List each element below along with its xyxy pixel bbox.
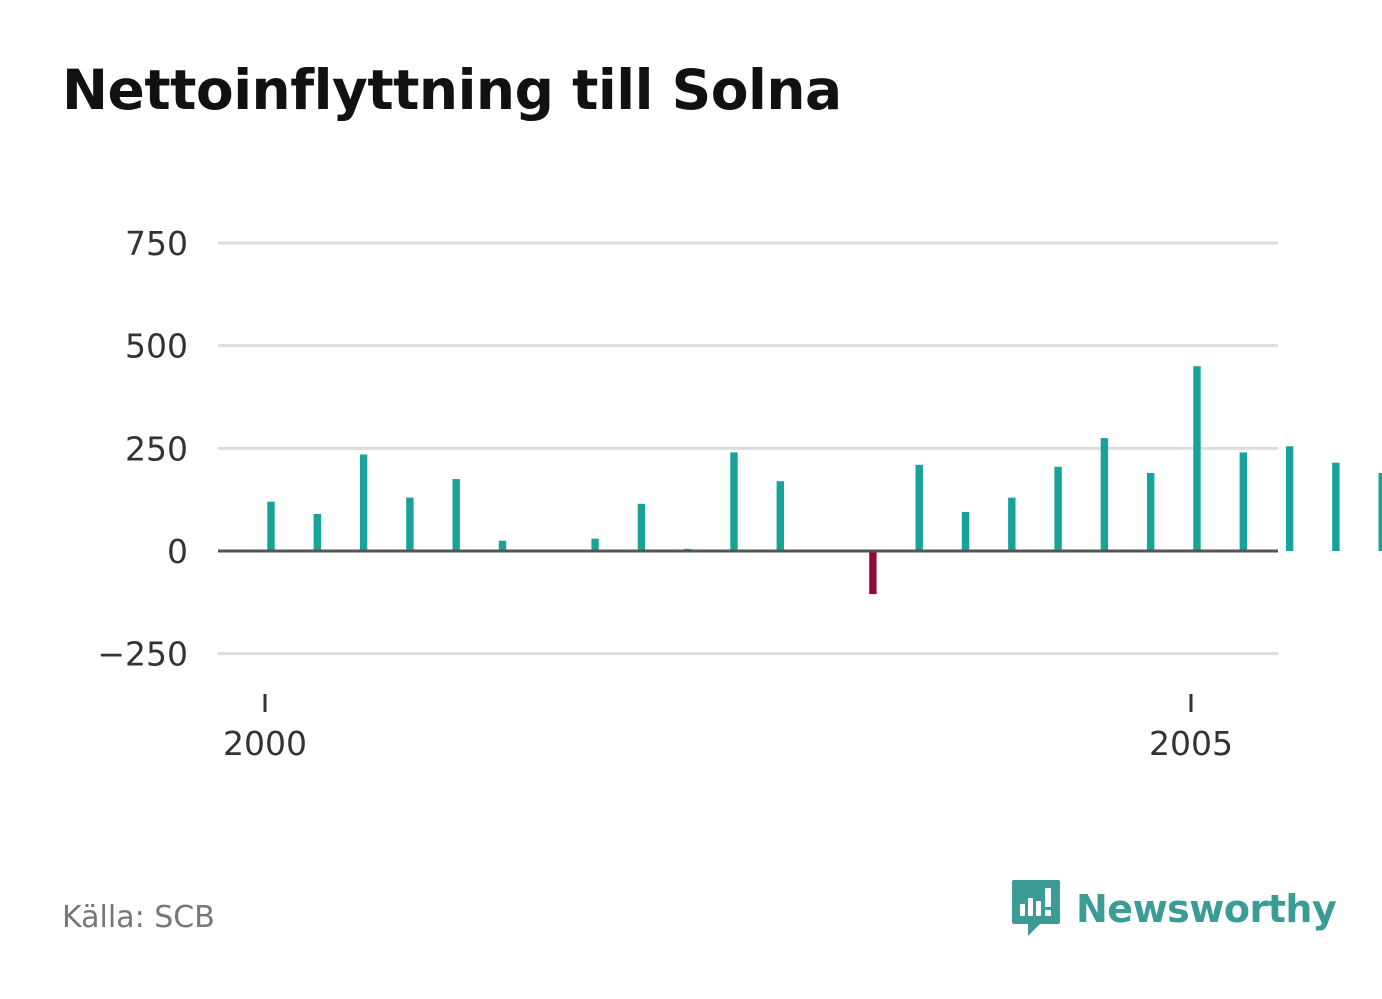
bar xyxy=(1239,452,1247,551)
chart-title: Nettoinflyttning till Solna xyxy=(62,58,842,122)
bar xyxy=(961,512,970,551)
bar xyxy=(313,514,321,551)
bar xyxy=(1193,366,1201,551)
bar xyxy=(406,497,414,551)
bar xyxy=(730,452,738,551)
y-tick-label: 500 xyxy=(125,327,188,366)
bar xyxy=(359,454,368,551)
bar xyxy=(591,538,599,551)
bar xyxy=(1054,466,1062,551)
x-axis: 200020052010201520202025 xyxy=(223,694,1233,763)
bar xyxy=(498,540,507,551)
bar xyxy=(267,501,275,551)
bar xyxy=(637,503,646,551)
bar xyxy=(1332,462,1340,551)
bar xyxy=(1285,446,1294,551)
y-tick-label: 250 xyxy=(125,429,188,468)
y-axis: 750 500 250 0 −250 xyxy=(97,224,188,674)
y-tick-label: −250 xyxy=(97,635,188,674)
source-note: Källa: SCB xyxy=(62,900,215,935)
bar xyxy=(915,464,923,551)
bar xyxy=(1147,473,1155,551)
bar xyxy=(776,481,784,551)
bar xyxy=(1378,473,1382,551)
x-tick-label: 2005 xyxy=(1149,724,1233,763)
x-tick-label: 2000 xyxy=(223,724,307,763)
brand-name: Newsworthy xyxy=(1076,887,1337,931)
bar xyxy=(869,551,877,595)
bar xyxy=(1100,438,1109,551)
bar xyxy=(1008,497,1016,551)
gridlines xyxy=(218,241,1278,656)
bar xyxy=(452,479,460,551)
brand-logo[interactable]: Newsworthy xyxy=(1010,878,1337,940)
bars xyxy=(267,366,1382,595)
y-tick-label: 0 xyxy=(167,532,188,571)
y-tick-label: 750 xyxy=(125,224,188,263)
newsworthy-logo-icon xyxy=(1012,880,1060,936)
